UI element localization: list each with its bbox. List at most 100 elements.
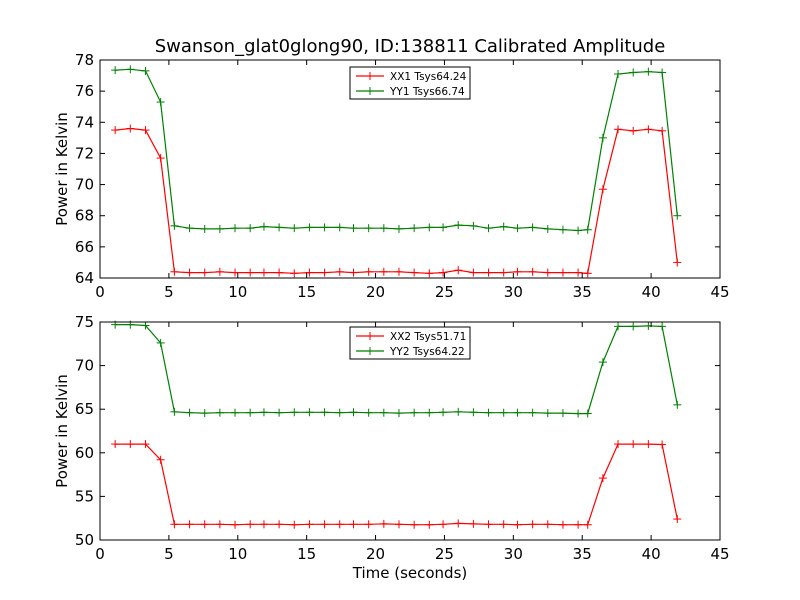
data-point-1-2-12 — [275, 223, 284, 232]
data-point-2-1-28 — [513, 520, 522, 529]
x-tick-label-2-5: 20 — [366, 545, 385, 563]
plot-frame-1 — [99, 59, 721, 279]
legend-1: XX1 Tsys64.24 YY1 Tsys66.74 — [349, 66, 471, 100]
data-point-2-1-20 — [394, 520, 403, 529]
data-point-1-2-39 — [673, 211, 682, 220]
data-point-1-1-23 — [439, 268, 448, 277]
x-tick-label-1-1: 0 — [95, 283, 105, 301]
data-point-1-1-14 — [305, 268, 314, 277]
data-point-2-1-37 — [644, 440, 653, 449]
data-point-2-2-23 — [439, 408, 448, 417]
data-point-1-2-26 — [484, 224, 493, 233]
data-point-2-2-29 — [528, 408, 537, 417]
x-tick-label-2-3: 10 — [228, 545, 247, 563]
data-point-1-1-21 — [410, 268, 419, 277]
data-point-1-1-5 — [170, 267, 179, 276]
plot-frame-2 — [99, 321, 721, 541]
legend-label-1-2: YY1 Tsys66.74 — [389, 86, 465, 98]
data-point-2-2-14 — [305, 408, 314, 417]
y-tick-label-2-2: 55 — [75, 487, 94, 505]
data-point-1-1-31 — [558, 268, 567, 277]
data-point-1-1-39 — [673, 258, 682, 267]
data-point-2-2-31 — [558, 409, 567, 418]
data-point-2-1-24 — [454, 519, 463, 528]
data-point-2-2-33 — [583, 409, 592, 418]
data-point-1-2-6 — [185, 224, 194, 233]
data-point-2-1-16 — [335, 520, 344, 529]
y-tick-label-1-2: 66 — [75, 238, 94, 256]
data-point-1-1-11 — [259, 268, 268, 277]
data-point-1-2-30 — [543, 224, 552, 233]
legend-marker-1-2 — [366, 87, 374, 95]
data-point-2-1-30 — [543, 520, 552, 529]
data-point-1-1-26 — [484, 268, 493, 277]
legend-marker-2-2 — [366, 347, 374, 355]
chart-title: Swanson_glat0glong90, ID:138811 Calibrat… — [155, 36, 666, 57]
data-point-2-1-8 — [215, 520, 224, 529]
data-point-1-1-27 — [499, 268, 508, 277]
data-point-1-1-17 — [349, 268, 358, 277]
data-point-1-2-13 — [290, 224, 299, 233]
y-tick-label-1-3: 68 — [75, 207, 94, 225]
data-point-2-2-17 — [349, 408, 358, 417]
y-axis-label-2: Power in Kelvin — [53, 374, 71, 488]
data-point-1-2-22 — [425, 223, 434, 232]
data-point-1-1-9 — [231, 268, 240, 277]
data-point-1-1-12 — [275, 268, 284, 277]
data-point-2-2-26 — [484, 408, 493, 417]
data-point-1-2-20 — [394, 224, 403, 233]
data-point-1-1-6 — [185, 268, 194, 277]
y-tick-label-2-5: 70 — [75, 357, 94, 375]
x-tick-label-1-2: 5 — [164, 283, 174, 301]
data-point-2-2-4 — [156, 338, 165, 347]
x-tick-label-2-1: 0 — [95, 545, 105, 563]
data-point-2-1-3 — [141, 440, 150, 449]
data-point-1-2-38 — [658, 68, 667, 77]
data-point-2-1-6 — [185, 520, 194, 529]
y-tick-label-1-7: 76 — [75, 82, 94, 100]
legend-2: XX2 Tsys51.71 YY2 Tsys64.22 — [349, 326, 471, 360]
legend-label-2-2: YY2 Tsys64.22 — [389, 346, 465, 358]
data-point-2-1-29 — [528, 520, 537, 529]
data-point-2-1-39 — [673, 515, 682, 524]
y-tick-label-1-6: 74 — [75, 113, 94, 131]
data-point-2-1-25 — [469, 519, 478, 528]
data-point-1-2-31 — [558, 225, 567, 234]
data-point-2-1-27 — [499, 520, 508, 529]
data-point-2-2-24 — [454, 407, 463, 416]
data-point-1-2-10 — [246, 224, 255, 233]
data-point-1-1-1 — [111, 126, 120, 135]
data-point-2-1-36 — [629, 440, 638, 449]
data-point-1-2-15 — [320, 223, 329, 232]
legend-label-2-1: XX2 Tsys51.71 — [390, 331, 466, 343]
data-point-1-1-15 — [320, 268, 329, 277]
legend-marker-1-1 — [366, 72, 374, 80]
data-point-1-1-13 — [290, 269, 299, 278]
data-point-2-1-23 — [439, 520, 448, 529]
data-point-1-2-7 — [200, 224, 209, 233]
data-point-2-2-13 — [290, 408, 299, 417]
data-point-2-2-39 — [673, 400, 682, 409]
data-point-2-1-11 — [259, 520, 268, 529]
data-point-1-1-37 — [644, 125, 653, 134]
data-point-2-1-32 — [574, 520, 583, 529]
data-point-1-1-35 — [614, 125, 623, 134]
data-point-1-1-3 — [141, 126, 150, 135]
data-point-1-2-27 — [499, 222, 508, 231]
data-point-2-2-21 — [410, 408, 419, 417]
data-point-1-1-20 — [394, 267, 403, 276]
x-tick-label-1-6: 25 — [435, 283, 454, 301]
y-tick-label-1-5: 72 — [75, 144, 94, 162]
y-tick-label-1-8: 78 — [75, 51, 94, 69]
data-point-1-2-9 — [231, 224, 240, 233]
x-tick-label-2-10: 45 — [710, 545, 729, 563]
x-tick-label-2-7: 30 — [504, 545, 523, 563]
data-point-2-2-20 — [394, 409, 403, 418]
data-point-1-2-4 — [156, 98, 165, 107]
y-tick-label-2-3: 60 — [75, 444, 94, 462]
data-point-2-2-8 — [215, 408, 224, 417]
data-point-2-2-28 — [513, 408, 522, 417]
data-point-1-2-11 — [259, 222, 268, 231]
